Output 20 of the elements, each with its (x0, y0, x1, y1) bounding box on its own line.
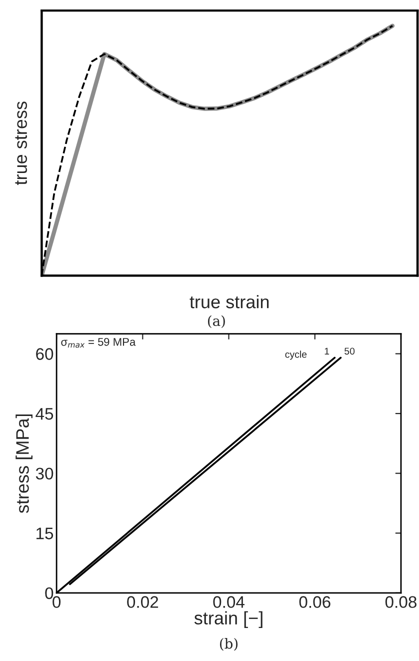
y-tick-label: 60 (36, 348, 54, 360)
y-tick-label: 45 (36, 408, 54, 420)
y-tick-label: 15 (36, 528, 54, 540)
x-tick-label: 0.06 (299, 596, 330, 608)
x-axis-title: true strain (190, 295, 269, 308)
x-tick-label: 0.08 (385, 596, 416, 608)
y-axis-title: stress [MPa] (16, 414, 32, 514)
x-tick-label: 0.04 (213, 596, 245, 608)
text: (b) (220, 638, 238, 651)
annotation: cycle (285, 350, 307, 360)
y-axis-title: true stress (15, 102, 28, 185)
x-tick-label: 0.02 (127, 596, 158, 608)
y-tick-label: 30 (36, 468, 54, 480)
text: (a) (208, 315, 225, 328)
series-label: 50 (344, 348, 355, 355)
x-axis-title: strain [−] (194, 611, 262, 628)
series-label: 1 (324, 348, 330, 355)
annotation: σ$_{max}$ = 59 MPa (61, 338, 136, 348)
x-tick-label: 0 (52, 596, 61, 608)
y-tick-label: 0 (45, 587, 54, 600)
